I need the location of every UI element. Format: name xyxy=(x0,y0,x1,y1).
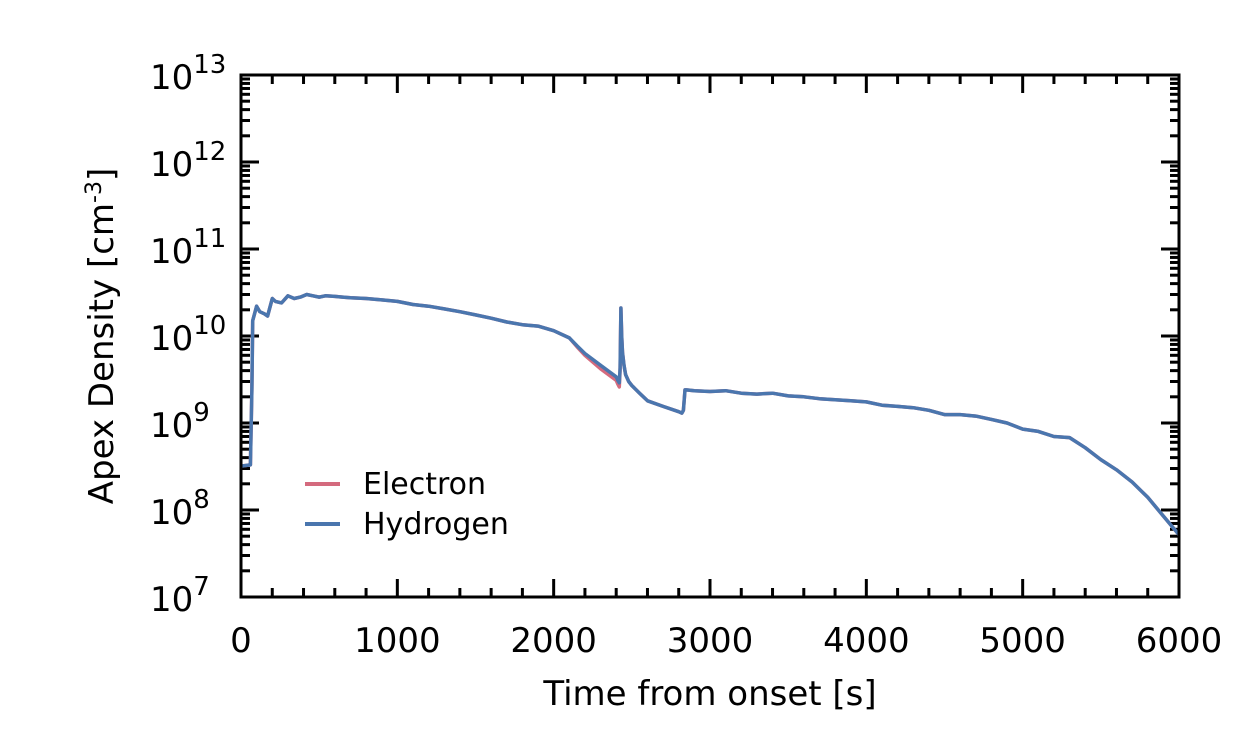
y-axis-label: Apex Density [cm-3] xyxy=(82,168,122,504)
y-tick-label: 1010 xyxy=(150,311,226,359)
series-line-hydrogen xyxy=(240,292,1181,536)
plot-frame xyxy=(239,73,1181,599)
x-tick-label: 4000 xyxy=(823,621,910,661)
x-tick-labels: 0 1000 2000 3000 4000 5000 6000 xyxy=(230,621,1222,661)
legend: Electron Hydrogen xyxy=(305,467,509,542)
y-tick-label: 108 xyxy=(150,485,210,533)
y-tick-label: 1013 xyxy=(150,50,226,98)
series-lines xyxy=(240,292,1181,536)
y-axis-label-main: Apex Density [cm xyxy=(82,203,122,504)
y-tick-label: 107 xyxy=(150,572,210,620)
x-axis-label: Time from onset [s] xyxy=(542,674,876,714)
x-tick-label: 2000 xyxy=(510,621,597,661)
x-tick-label: 3000 xyxy=(667,621,754,661)
y-tick-label: 1012 xyxy=(150,137,226,185)
x-tick-label: 6000 xyxy=(1136,621,1223,661)
x-tick-label: 5000 xyxy=(979,621,1066,661)
legend-label-electron: Electron xyxy=(363,467,486,502)
y-axis-label-close: ] xyxy=(82,168,122,181)
y-tick-label: 1011 xyxy=(150,224,226,272)
y-tick-labels: 107 108 109 1010 1011 1012 1013 xyxy=(150,50,226,620)
y-axis-label-superscript: -3 xyxy=(82,181,107,203)
y-tick-label: 109 xyxy=(150,398,210,446)
x-tick-label: 0 xyxy=(230,621,252,661)
legend-label-hydrogen: Hydrogen xyxy=(363,507,509,542)
x-tick-label: 1000 xyxy=(354,621,441,661)
